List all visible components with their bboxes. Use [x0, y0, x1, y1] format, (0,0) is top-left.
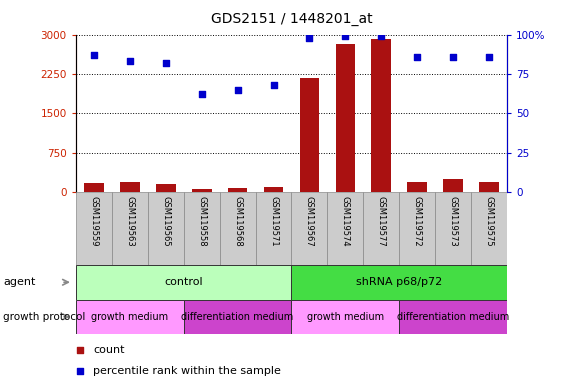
Text: differentiation medium: differentiation medium — [181, 312, 294, 322]
Point — [448, 53, 458, 60]
Bar — [371, 39, 391, 192]
Point — [125, 58, 134, 65]
Text: growth medium: growth medium — [307, 312, 384, 322]
Bar — [76, 265, 292, 300]
Bar — [156, 184, 175, 192]
Bar — [255, 192, 292, 265]
Text: GSM119563: GSM119563 — [125, 196, 134, 247]
Point — [233, 87, 242, 93]
Point — [75, 347, 85, 353]
Bar — [184, 192, 220, 265]
Point — [413, 53, 422, 60]
Text: growth medium: growth medium — [91, 312, 168, 322]
Bar — [264, 187, 283, 192]
Point — [484, 53, 494, 60]
Text: differentiation medium: differentiation medium — [397, 312, 510, 322]
Bar — [292, 300, 399, 334]
Point — [305, 35, 314, 41]
Bar — [399, 300, 507, 334]
Bar — [300, 78, 319, 192]
Text: control: control — [164, 277, 203, 287]
Bar — [84, 182, 104, 192]
Point — [340, 33, 350, 39]
Bar — [76, 300, 184, 334]
Bar — [112, 192, 147, 265]
Text: GDS2151 / 1448201_at: GDS2151 / 1448201_at — [210, 12, 373, 25]
Bar — [479, 182, 499, 192]
Text: GSM119559: GSM119559 — [89, 196, 99, 246]
Text: GSM119577: GSM119577 — [377, 196, 386, 247]
Bar — [444, 179, 463, 192]
Bar — [408, 182, 427, 192]
Point — [197, 91, 206, 98]
Text: agent: agent — [3, 277, 36, 287]
Text: GSM119571: GSM119571 — [269, 196, 278, 246]
Text: GSM119574: GSM119574 — [341, 196, 350, 246]
Bar — [328, 192, 363, 265]
Text: GSM119558: GSM119558 — [197, 196, 206, 246]
Bar — [336, 44, 355, 192]
Text: percentile rank within the sample: percentile rank within the sample — [93, 366, 281, 376]
Text: GSM119565: GSM119565 — [161, 196, 170, 246]
Text: count: count — [93, 345, 125, 355]
Text: GSM119573: GSM119573 — [449, 196, 458, 247]
Bar — [192, 189, 212, 192]
Bar — [292, 192, 328, 265]
Text: GSM119568: GSM119568 — [233, 196, 242, 247]
Text: growth protocol: growth protocol — [3, 312, 85, 322]
Point — [75, 368, 85, 374]
Bar — [220, 192, 255, 265]
Point — [269, 82, 278, 88]
Text: shRNA p68/p72: shRNA p68/p72 — [356, 277, 442, 287]
Bar — [436, 192, 471, 265]
Bar — [120, 182, 139, 192]
Bar — [228, 188, 247, 192]
Text: GSM119567: GSM119567 — [305, 196, 314, 247]
Bar — [147, 192, 184, 265]
Bar — [184, 300, 292, 334]
Bar — [363, 192, 399, 265]
Point — [377, 33, 386, 39]
Text: GSM119572: GSM119572 — [413, 196, 422, 246]
Bar — [292, 265, 507, 300]
Bar — [76, 192, 112, 265]
Bar — [399, 192, 436, 265]
Text: GSM119575: GSM119575 — [484, 196, 494, 246]
Point — [89, 52, 99, 58]
Bar — [471, 192, 507, 265]
Point — [161, 60, 170, 66]
